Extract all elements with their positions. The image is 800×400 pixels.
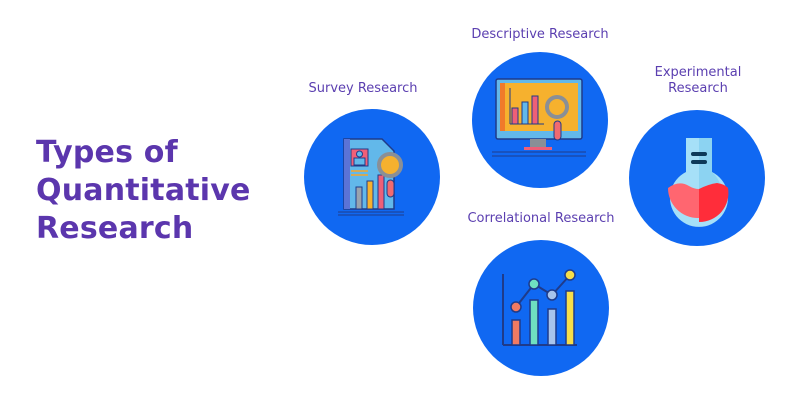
title-line-1: Types of bbox=[36, 135, 178, 170]
experimental-research-circle bbox=[629, 110, 765, 246]
correlational-research-circle bbox=[473, 240, 609, 376]
title-line-2: Quantitative bbox=[36, 173, 251, 208]
monitor-chart-icon bbox=[492, 78, 586, 157]
experimental-research-label: Experimental Research bbox=[630, 65, 766, 97]
bar-line-chart-icon bbox=[502, 269, 577, 346]
descriptive-research-label: Descriptive Research bbox=[471, 27, 609, 42]
flask-icon bbox=[668, 138, 729, 227]
experimental-label-line-1: Experimental bbox=[654, 65, 742, 80]
descriptive-research-circle bbox=[472, 52, 608, 188]
survey-research-circle bbox=[304, 109, 440, 245]
survey-research-label: Survey Research bbox=[308, 81, 418, 96]
title-line-3: Research bbox=[36, 211, 194, 246]
experimental-label-line-2: Research bbox=[668, 81, 728, 96]
correlational-research-label: Correlational Research bbox=[467, 211, 615, 226]
page-title: Types of Quantitative Research bbox=[36, 134, 251, 248]
survey-document-icon bbox=[338, 138, 404, 216]
